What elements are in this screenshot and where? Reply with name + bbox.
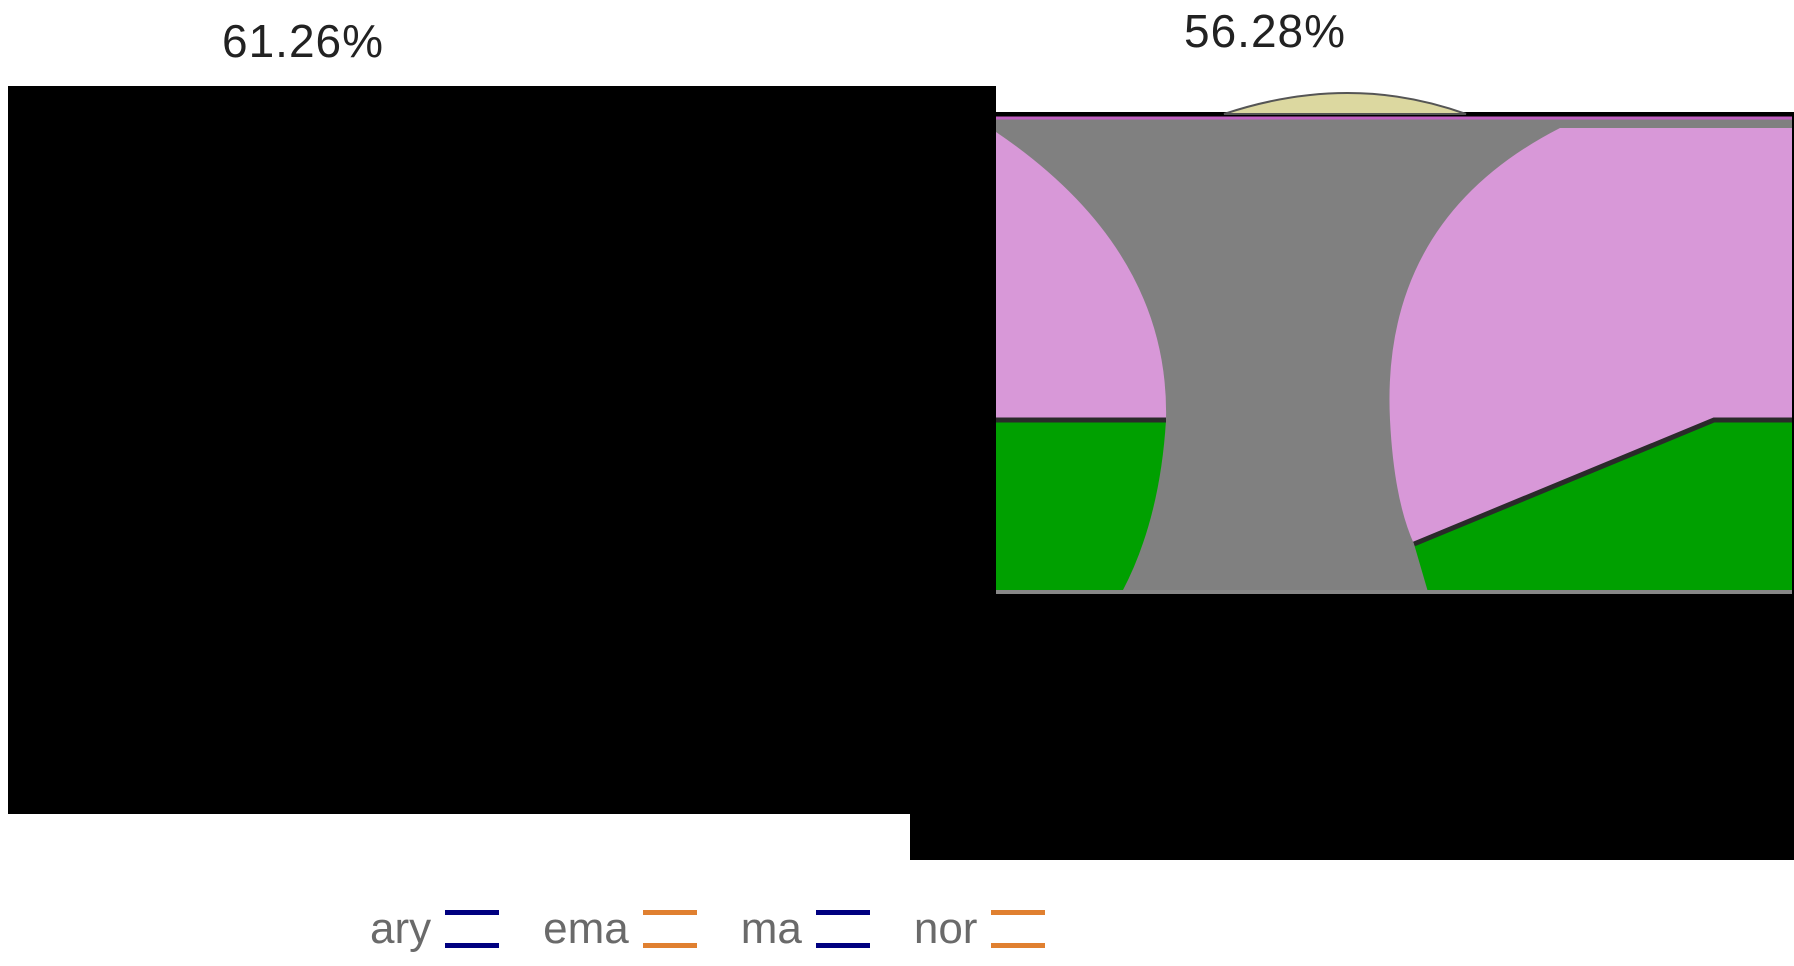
legend-swatch bbox=[642, 910, 697, 948]
legend-label: ary bbox=[370, 904, 432, 953]
legend-item: ema bbox=[543, 904, 697, 954]
right-plot-green-right bbox=[1414, 420, 1792, 592]
legend-item: ary bbox=[370, 904, 500, 954]
legend-swatch bbox=[815, 910, 870, 948]
left-panel-percentage-label: 61.26% bbox=[222, 15, 385, 67]
legend-swatch bbox=[445, 910, 500, 948]
legend-label: ma bbox=[740, 904, 802, 953]
legend: ary ema ma nor bbox=[370, 900, 1480, 958]
right-plot-green-left bbox=[996, 420, 1166, 592]
right-plot-tan-cap bbox=[1223, 92, 1467, 115]
legend-label: nor bbox=[913, 904, 978, 953]
right-plot-pink-left bbox=[996, 132, 1167, 420]
right-plot-pink-right bbox=[1389, 128, 1792, 544]
legend-label: ema bbox=[543, 904, 629, 953]
right-plot-divider bbox=[1413, 417, 1792, 547]
left-panel-background bbox=[8, 86, 996, 814]
legend-swatch bbox=[991, 910, 1046, 948]
right-panel-percentage-label: 56.28% bbox=[1184, 5, 1347, 57]
right-panel-plot bbox=[996, 92, 1792, 594]
legend-item: nor bbox=[914, 904, 1046, 954]
legend-item: ma bbox=[741, 904, 870, 954]
